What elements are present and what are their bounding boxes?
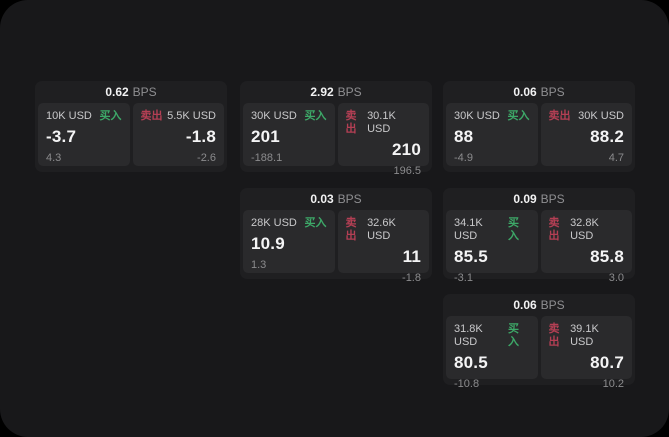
buy-delta: -4.9	[454, 152, 473, 164]
card-header: 2.92 BPS	[240, 81, 432, 103]
buy-panel[interactable]: 28K USD 买入 10.9 1.3	[243, 210, 335, 273]
sell-panel[interactable]: 卖出 39.1K USD 80.7 10.2	[540, 316, 632, 390]
buy-delta: 1.3	[251, 259, 267, 271]
sell-amount: 39.1K USD	[570, 323, 599, 348]
quote-panels: 31.8K USD 买入 80.5 -10.8 卖出 39.1K USD 80.…	[443, 316, 635, 390]
sell-panel[interactable]: 卖出 30.1K USD 210 196.5	[337, 103, 429, 177]
sell-side-label: 卖出	[548, 110, 571, 122]
buy-delta: 4.3	[46, 152, 62, 164]
buy-price: 10.9	[251, 234, 285, 253]
quote-card: 2.92 BPS 30K USD 买入 201 -188.1 卖出 30.1K U…	[240, 81, 432, 177]
sell-price: 88.2	[590, 127, 624, 146]
bps-unit-label: BPS	[337, 192, 362, 206]
bps-value: 2.92	[310, 85, 334, 99]
buy-delta: -188.1	[251, 152, 283, 164]
sell-amount: 5.5K USD	[167, 110, 216, 122]
sell-price: 210	[392, 140, 421, 159]
sell-side-label: 卖出	[345, 217, 357, 242]
bps-unit-label: BPS	[540, 85, 565, 99]
sell-panel[interactable]: 卖出 5.5K USD -1.8 -2.6	[132, 103, 224, 166]
bps-unit-label: BPS	[132, 85, 157, 99]
buy-amount: 31.8K USD	[454, 323, 483, 348]
buy-price: 88	[454, 127, 474, 146]
buy-side-label: 买入	[507, 323, 519, 348]
sell-delta: -1.8	[402, 272, 421, 284]
bps-value: 0.06	[513, 298, 537, 312]
buy-delta: -10.8	[454, 378, 480, 390]
buy-side-label: 买入	[507, 217, 519, 242]
quote-panels: 30K USD 买入 88 -4.9 卖出 30K USD 88.2 4.7	[443, 103, 635, 166]
bps-value: 0.62	[105, 85, 129, 99]
quote-card: 0.03 BPS 28K USD 买入 10.9 1.3 卖出 32.6K USD…	[240, 188, 432, 284]
sell-delta: 3.0	[608, 272, 624, 284]
quote-card: 0.06 BPS 30K USD 买入 88 -4.9 卖出 30K USD 88…	[443, 81, 635, 172]
buy-panel[interactable]: 30K USD 买入 201 -188.1	[243, 103, 335, 166]
quote-panels: 30K USD 买入 201 -188.1 卖出 30.1K USD 210 1…	[240, 103, 432, 177]
bps-value: 0.06	[513, 85, 537, 99]
buy-amount: 34.1K USD	[454, 217, 483, 242]
sell-side-label: 卖出	[345, 110, 357, 135]
bps-value: 0.09	[513, 192, 537, 206]
bps-unit-label: BPS	[540, 298, 565, 312]
buy-amount: 30K USD	[251, 110, 297, 122]
sell-panel[interactable]: 卖出 30K USD 88.2 4.7	[540, 103, 632, 166]
sell-price: 85.8	[590, 247, 624, 266]
buy-panel[interactable]: 34.1K USD 买入 85.5 -3.1	[446, 210, 538, 284]
buy-price: 80.5	[454, 353, 488, 372]
sell-delta: 4.7	[608, 152, 624, 164]
buy-price: -3.7	[46, 127, 77, 146]
quote-panels: 28K USD 买入 10.9 1.3 卖出 32.6K USD 11 -1.8	[240, 210, 432, 284]
buy-panel[interactable]: 30K USD 买入 88 -4.9	[446, 103, 538, 166]
card-header: 0.09 BPS	[443, 188, 635, 210]
sell-amount: 32.6K USD	[367, 217, 396, 242]
quote-panels: 10K USD 买入 -3.7 4.3 卖出 5.5K USD -1.8 -2.…	[35, 103, 227, 166]
sell-amount: 32.8K USD	[570, 217, 599, 242]
card-header: 0.03 BPS	[240, 188, 432, 210]
sell-price: -1.8	[185, 127, 216, 146]
bps-unit-label: BPS	[337, 85, 362, 99]
sell-amount: 30.1K USD	[367, 110, 396, 135]
quote-panels: 34.1K USD 买入 85.5 -3.1 卖出 32.8K USD 85.8…	[443, 210, 635, 284]
sell-price: 80.7	[590, 353, 624, 372]
buy-side-label: 买入	[99, 110, 122, 122]
buy-price: 85.5	[454, 247, 488, 266]
buy-amount: 28K USD	[251, 217, 297, 229]
sell-side-label: 卖出	[548, 217, 560, 242]
bps-value: 0.03	[310, 192, 334, 206]
buy-side-label: 买入	[304, 217, 327, 229]
buy-side-label: 买入	[507, 110, 530, 122]
sell-side-label: 卖出	[140, 110, 163, 122]
card-header: 0.62 BPS	[35, 81, 227, 103]
buy-panel[interactable]: 31.8K USD 买入 80.5 -10.8	[446, 316, 538, 390]
quote-card: 0.06 BPS 31.8K USD 买入 80.5 -10.8 卖出 39.1K…	[443, 294, 635, 390]
buy-price: 201	[251, 127, 280, 146]
sell-panel[interactable]: 卖出 32.8K USD 85.8 3.0	[540, 210, 632, 284]
sell-panel[interactable]: 卖出 32.6K USD 11 -1.8	[337, 210, 429, 284]
bps-unit-label: BPS	[540, 192, 565, 206]
buy-side-label: 买入	[304, 110, 327, 122]
quote-card: 0.09 BPS 34.1K USD 买入 85.5 -3.1 卖出 32.8K …	[443, 188, 635, 284]
quote-card: 0.62 BPS 10K USD 买入 -3.7 4.3 卖出 5.5K USD …	[35, 81, 227, 172]
card-header: 0.06 BPS	[443, 81, 635, 103]
sell-delta: 196.5	[393, 165, 421, 177]
card-header: 0.06 BPS	[443, 294, 635, 316]
buy-panel[interactable]: 10K USD 买入 -3.7 4.3	[38, 103, 130, 166]
sell-delta: -2.6	[197, 152, 216, 164]
buy-delta: -3.1	[454, 272, 473, 284]
sell-delta: 10.2	[602, 378, 624, 390]
sell-price: 11	[402, 247, 421, 266]
buy-amount: 10K USD	[46, 110, 92, 122]
buy-amount: 30K USD	[454, 110, 500, 122]
sell-side-label: 卖出	[548, 323, 560, 348]
sell-amount: 30K USD	[578, 110, 624, 122]
